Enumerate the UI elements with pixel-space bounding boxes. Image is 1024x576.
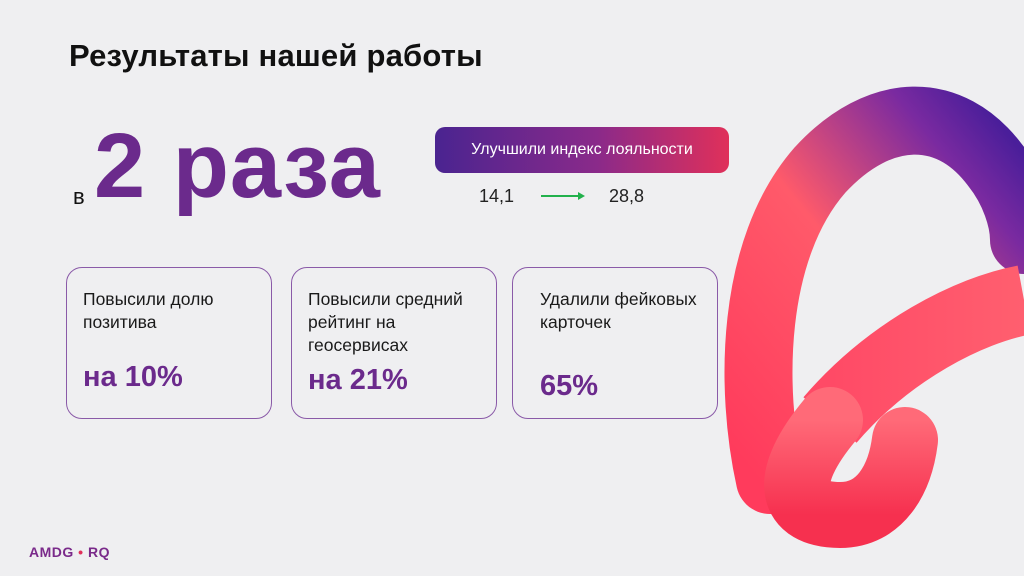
headline-value: 2 раза (94, 115, 381, 217)
logo-separator: • (78, 544, 84, 560)
result-card-text: Удалили фейковых карточек (540, 289, 697, 332)
page-title: Результаты нашей работы (69, 38, 483, 73)
loyalty-to-value: 28,8 (609, 186, 645, 206)
arrow-right-icon (541, 192, 585, 200)
headline-prefix: в (73, 184, 85, 209)
result-card-value: на 10% (83, 361, 183, 393)
result-card-text: Повысили средний рейтинг на геосервисах (308, 289, 463, 355)
result-card-rating: Повысили средний рейтинг на геосервисах … (291, 267, 497, 419)
result-card-fakes: Удалили фейковых карточек 65% (512, 267, 718, 419)
logo-part-rq: RQ (87, 544, 110, 560)
result-card-value: на 21% (308, 364, 408, 396)
loyalty-index-badge: Улучшили индекс лояльности (435, 127, 729, 173)
loyalty-index-label: Улучшили индекс лояльности (471, 141, 693, 158)
result-card-positive: Повысили долю позитива на 10% (66, 267, 272, 419)
result-card-text: Повысили долю позитива (83, 289, 214, 332)
result-card-value: 65% (540, 370, 599, 402)
loyalty-from-value: 14,1 (479, 186, 515, 206)
gradient-loop-decoration (724, 86, 1024, 549)
brand-logo: AMDG • RQ (29, 544, 110, 560)
logo-part-amdg: AMDG (29, 544, 74, 560)
